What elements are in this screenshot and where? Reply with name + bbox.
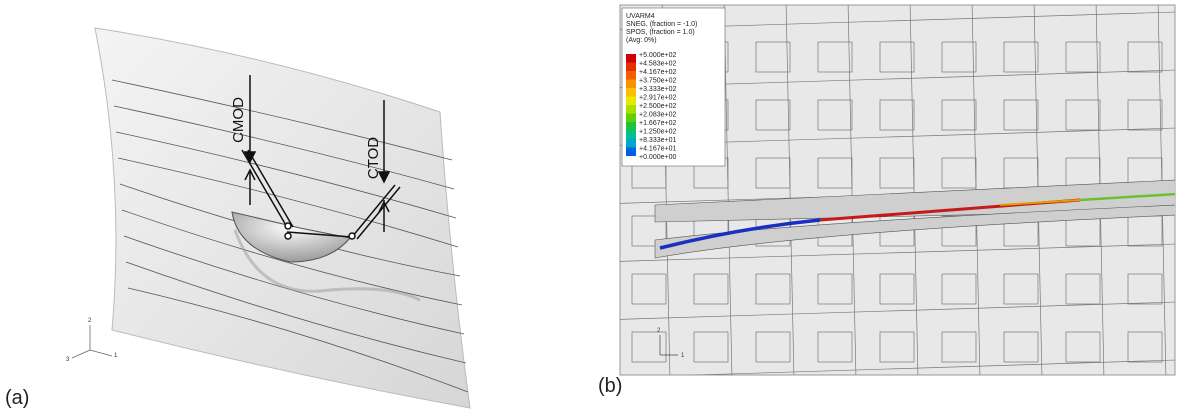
legend-label: +2.917e+02 xyxy=(639,95,676,102)
legend-label: +4.167e+01 xyxy=(639,146,676,153)
mesh-cell xyxy=(632,390,666,412)
mesh-cell xyxy=(694,390,728,412)
mesh-cell xyxy=(1066,390,1100,412)
axis-triad xyxy=(72,325,112,358)
legend-swatch xyxy=(626,114,636,123)
axis-label: 3 xyxy=(66,357,70,363)
annotation: CMOD xyxy=(230,97,247,143)
legend-swatch xyxy=(626,105,636,114)
legend-swatch xyxy=(626,148,636,157)
legend-label: +5.000e+02 xyxy=(639,52,676,59)
legend-swatch xyxy=(626,139,636,148)
legend-swatch xyxy=(626,54,636,63)
legend-label: +0.000e+00 xyxy=(639,154,676,161)
axis-label: 2 xyxy=(88,318,92,324)
panel-label: (b) xyxy=(598,375,622,397)
legend-swatch xyxy=(626,71,636,80)
mesh-cell xyxy=(756,390,790,412)
mesh-cell xyxy=(942,390,976,412)
mesh-line xyxy=(600,0,608,380)
mesh-cell xyxy=(818,390,852,412)
legend-title: UVARM4 xyxy=(626,13,655,20)
mesh-cell xyxy=(1004,390,1038,412)
legend-swatch xyxy=(626,88,636,97)
figure: CMOD CTOD 1 2 3 (a) UVARM4SNEG, (fractio… xyxy=(0,0,1177,412)
legend-title: (Avg: 0%) xyxy=(626,37,657,44)
legend-label: +2.083e+02 xyxy=(639,112,676,119)
legend-label: +4.167e+02 xyxy=(639,69,676,76)
legend-label: +3.333e+02 xyxy=(639,86,676,93)
mesh-cell xyxy=(1128,390,1162,412)
panel-a: CMOD CTOD 1 2 3 (a) xyxy=(5,28,470,409)
annotation: CTOD xyxy=(365,137,382,179)
legend-label: +4.583e+02 xyxy=(639,61,676,68)
legend-swatch xyxy=(626,131,636,140)
legend-swatch xyxy=(626,63,636,72)
mesh-cell xyxy=(880,390,914,412)
legend-label: +1.250e+02 xyxy=(639,129,676,136)
legend-label: +8.333e+01 xyxy=(639,137,676,144)
legend-swatch xyxy=(626,122,636,131)
legend-label: +3.750e+02 xyxy=(639,78,676,85)
axis-label: 1 xyxy=(114,353,118,359)
panel-label: (a) xyxy=(5,387,29,409)
legend-label: +1.667e+02 xyxy=(639,120,676,127)
legend-swatch xyxy=(626,80,636,89)
legend-title: SNEG, (fraction = -1.0) xyxy=(626,21,697,28)
legend-swatch xyxy=(626,97,636,106)
legend-label: +2.500e+02 xyxy=(639,103,676,110)
legend-title: SPOS, (fraction = 1.0) xyxy=(626,29,695,36)
